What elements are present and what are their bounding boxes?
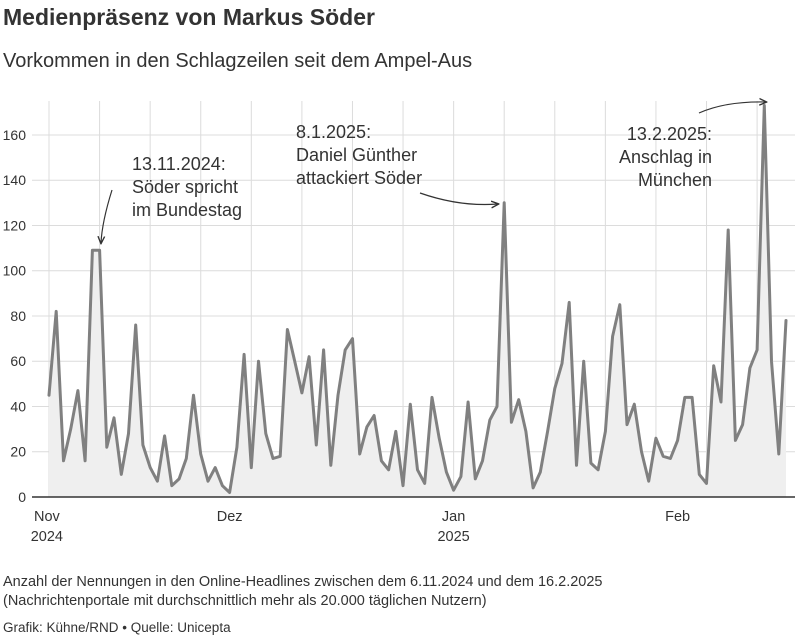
footnote-line-1: Anzahl der Nennungen in den Online-Headl…	[3, 574, 603, 590]
footnote-line-2: (Nachrichtenportale mit durchschnittlich…	[3, 593, 487, 609]
annotation-2: 8.1.2025: Daniel Günther attackiert Söder	[296, 122, 498, 205]
x-tick-label-year: 2025	[437, 529, 469, 545]
x-tick-label: Feb	[665, 509, 690, 525]
series-area	[49, 105, 786, 497]
y-tick-label: 80	[10, 308, 26, 324]
y-tick-label: 140	[3, 172, 27, 188]
annotations: 13.11.2024: Söder spricht im Bundestag 8.1.…	[101, 102, 766, 243]
y-axis: 0 20 40 60 80 100 120 140 160	[3, 127, 27, 505]
annotation-text: 8.1.2025:	[296, 122, 371, 142]
annotation-text: attackiert Söder	[296, 168, 422, 188]
chart-subtitle: Vorkommen in den Schlagzeilen seit dem A…	[3, 50, 473, 72]
annotation-text: 13.11.2024:	[132, 154, 226, 174]
x-tick-label: Nov	[34, 509, 61, 525]
annotation-3: 13.2.2025: Anschlag in München	[619, 102, 766, 190]
annotation-text: Daniel Günther	[296, 145, 417, 165]
annotation-text: Anschlag in	[619, 147, 712, 167]
y-tick-label: 160	[3, 127, 27, 143]
series-line	[47, 104, 788, 494]
annotation-1: 13.11.2024: Söder spricht im Bundestag	[101, 154, 242, 243]
y-tick-label: 0	[18, 489, 26, 505]
x-tick-label: Jan	[442, 509, 465, 525]
line-chart: 0 20 40 60 80 100 120 140 160 Nov 2024 Dez Jan 2025 F…	[3, 0, 795, 545]
x-axis: Nov 2024 Dez Jan 2025 Feb	[31, 509, 690, 545]
annotation-arrow	[419, 192, 498, 205]
annotation-arrow	[698, 102, 766, 114]
source-credit: Grafik: Kühne/RND • Quelle: Unicepta	[3, 620, 231, 635]
y-tick-label: 40	[10, 398, 26, 414]
y-tick-label: 60	[10, 353, 26, 369]
grid-layer	[32, 101, 795, 497]
y-tick-label: 20	[10, 444, 26, 460]
area-layer	[32, 104, 795, 498]
footnote: Anzahl der Nennungen in den Online-Headl…	[3, 573, 602, 611]
x-tick-label-year: 2024	[31, 529, 63, 545]
chart-title: Medienpräsenz von Markus Söder	[3, 4, 375, 30]
annotation-arrow	[101, 189, 113, 243]
annotation-text: im Bundestag	[132, 200, 242, 220]
annotation-text: 13.2.2025:	[627, 124, 712, 144]
x-tick-label: Dez	[217, 509, 243, 525]
annotation-text: Söder spricht	[132, 177, 238, 197]
y-tick-label: 120	[3, 217, 27, 233]
y-tick-label: 100	[3, 263, 27, 279]
annotation-text: München	[638, 170, 712, 190]
